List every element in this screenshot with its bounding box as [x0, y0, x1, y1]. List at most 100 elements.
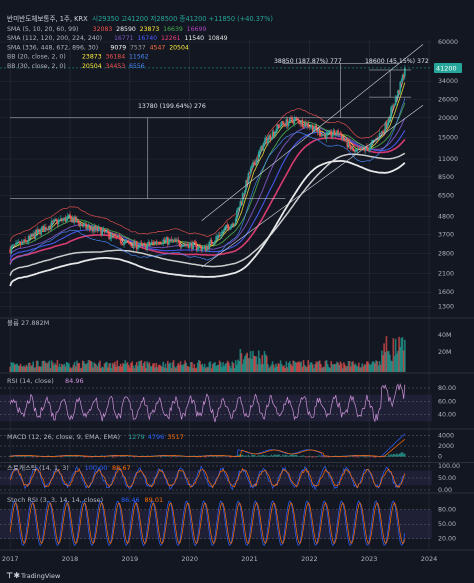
volume-bar [138, 360, 140, 372]
candle-body [25, 240, 28, 243]
macd-histogram-bar [402, 453, 405, 457]
price-panel[interactable]: 13780 (199.64%) 276 38850 (187.87%) 777 18… [0, 44, 432, 287]
macd-histogram-bar [111, 456, 114, 458]
volume-bar [129, 367, 131, 372]
candle-body [331, 135, 334, 137]
measure-annotation-1-label: 13780 (199.64%) 276 [138, 103, 206, 110]
volume-bar [145, 368, 147, 372]
macd-histogram-bar [23, 455, 25, 457]
volume-bar [221, 366, 223, 372]
candle-body [294, 118, 297, 119]
legend-rows: SMA (5, 10, 20, 60, 99) 32083 28590 23873 16… [7, 26, 228, 70]
volume-bar [162, 361, 165, 372]
candle-body [40, 228, 43, 235]
candle-body [333, 130, 336, 136]
candle-body [130, 244, 132, 246]
candle-body [370, 142, 373, 145]
rsi-value: 84.96 [65, 377, 84, 385]
volume-bar [125, 363, 128, 372]
macd-histogram-bar [276, 454, 278, 457]
volume-bar [252, 350, 254, 372]
macd-histogram-bar [271, 455, 274, 457]
macd-panel[interactable] [0, 433, 432, 458]
macd-histogram-bar [47, 455, 49, 457]
candle-body [141, 243, 144, 245]
macd-value: 4796 [148, 433, 165, 441]
candle-body [314, 125, 316, 130]
volume-bar [24, 367, 26, 372]
candle-body [145, 243, 147, 250]
macd-histogram-bar [307, 456, 309, 458]
volume-bar [255, 356, 258, 372]
candle-body [299, 123, 301, 125]
macd-histogram-bar [209, 455, 212, 457]
candle-body [158, 243, 161, 245]
volume-bar [89, 360, 92, 372]
volume-bar [241, 363, 244, 372]
candle-body [17, 241, 20, 243]
candle-body [71, 218, 74, 223]
macd-histogram-bar [328, 456, 330, 458]
candle-body [382, 131, 384, 133]
candle-body [337, 130, 339, 136]
volume-bar [126, 362, 129, 372]
volume-panel[interactable] [9, 336, 406, 372]
macd-histogram-bar [302, 455, 305, 457]
volume-bar [153, 363, 155, 372]
volume-bar [11, 363, 14, 372]
macd-histogram-bar [243, 455, 245, 457]
volume-bar [60, 366, 62, 372]
candle-body [223, 228, 226, 232]
volume-bar [268, 368, 270, 372]
candle-body [339, 133, 342, 135]
macd-histogram-bar [351, 456, 353, 457]
volume-bar [156, 367, 159, 372]
candle-body [18, 241, 21, 243]
macd-histogram-bar [345, 456, 347, 458]
volume-bar [131, 361, 133, 372]
candle-body [209, 240, 212, 242]
tradingview-brand[interactable]: ⊤✱ TradingView [6, 571, 61, 580]
candle-body [260, 146, 262, 151]
candle-body [255, 158, 258, 166]
macd-histogram-bar [167, 456, 169, 457]
candle-body [353, 150, 356, 152]
candle-body [402, 74, 405, 77]
volume-bar [292, 360, 295, 372]
rsi-panel[interactable] [0, 383, 432, 423]
volume-bar [147, 363, 150, 372]
volume-bar [303, 364, 306, 372]
volume-bar [175, 368, 177, 372]
macd-histogram-bar [396, 453, 398, 457]
candle-body [317, 129, 320, 133]
volume-bar [271, 361, 274, 372]
candle-body [175, 239, 177, 242]
volume-bar [103, 363, 106, 372]
candle-body [42, 226, 45, 232]
macd-histogram-bar [261, 455, 263, 457]
volume-bar [374, 363, 376, 372]
macd-histogram-bar [69, 455, 71, 457]
macd-histogram-bar [274, 454, 276, 457]
candle-body [88, 226, 91, 229]
candle-body [148, 242, 151, 245]
volume-bar [130, 363, 132, 372]
volume-bar [30, 366, 32, 372]
macd-histogram-bar [275, 455, 277, 457]
macd-histogram-bar [290, 455, 292, 457]
x-tick-label: 2019 [122, 555, 139, 563]
candle-body [31, 234, 33, 237]
macd-histogram-bar [233, 456, 236, 458]
volume-bar [144, 361, 146, 372]
volume-bar [18, 365, 21, 372]
stochrsi-panel[interactable] [0, 500, 432, 547]
candle-body [165, 237, 168, 240]
candle-body [127, 240, 130, 243]
macd-histogram-bar [272, 455, 275, 457]
macd-histogram-bar [119, 455, 122, 457]
volume-bar [61, 364, 63, 372]
volume-bar [256, 364, 259, 372]
stoch-panel[interactable] [0, 465, 432, 491]
volume-bar [275, 363, 277, 372]
candle-body [231, 223, 234, 225]
